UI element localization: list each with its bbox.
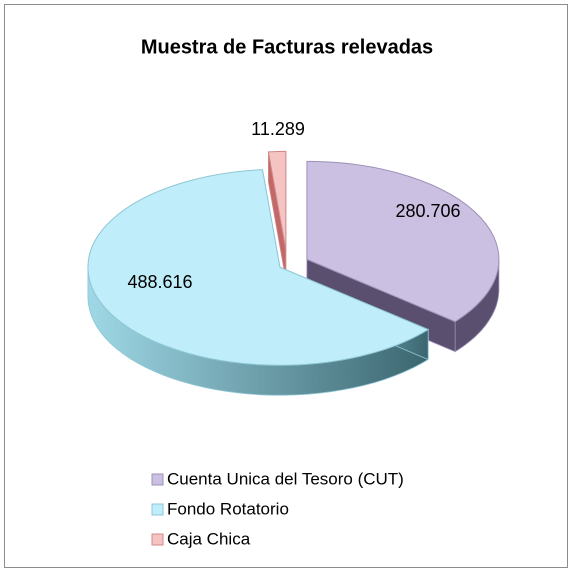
data-label: 11.289 <box>251 119 305 139</box>
legend-label: Caja Chica <box>167 529 251 548</box>
legend-swatch <box>151 533 164 546</box>
chart-title: Muestra de Facturas relevadas <box>141 36 433 58</box>
legend-swatch <box>151 473 164 486</box>
data-label: 488.616 <box>127 272 192 292</box>
data-label: 280.706 <box>395 201 460 221</box>
legend-label: Fondo Rotatorio <box>167 499 289 518</box>
slice <box>87 169 430 366</box>
legend-label: Cuenta Unica del Tesoro (CUT) <box>167 469 404 488</box>
legend-swatch <box>151 503 164 516</box>
slice <box>267 150 287 250</box>
slice <box>306 160 500 323</box>
